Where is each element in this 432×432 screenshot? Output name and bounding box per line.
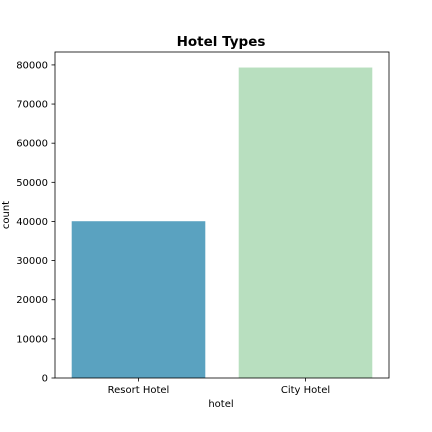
y-tick-label: 80000	[16, 60, 48, 71]
y-tick-label: 20000	[16, 295, 48, 306]
bar-city-hotel	[238, 67, 373, 378]
y-tick-label: 30000	[16, 256, 48, 267]
y-tick-label: 10000	[16, 334, 48, 345]
bars-group	[71, 67, 373, 378]
y-axis-label: count	[1, 201, 12, 229]
y-tick-label: 40000	[16, 217, 48, 228]
plot-frame	[54, 51, 390, 379]
x-axis: Resort Hotel City Hotel	[108, 378, 330, 396]
chart-title: Hotel Types	[177, 34, 266, 50]
x-tick-label: Resort Hotel	[108, 385, 170, 396]
y-axis: 0 10000 20000 30000 40000 50000 60000 70000 8000…	[16, 60, 55, 385]
x-axis-label: hotel	[208, 399, 233, 410]
y-tick-label: 50000	[16, 178, 48, 189]
y-tick-label: 0	[42, 374, 48, 385]
y-tick-label: 60000	[16, 139, 48, 150]
bar-resort-hotel	[71, 221, 206, 378]
y-tick-label: 70000	[16, 100, 48, 111]
x-tick-label: City Hotel	[281, 385, 330, 396]
